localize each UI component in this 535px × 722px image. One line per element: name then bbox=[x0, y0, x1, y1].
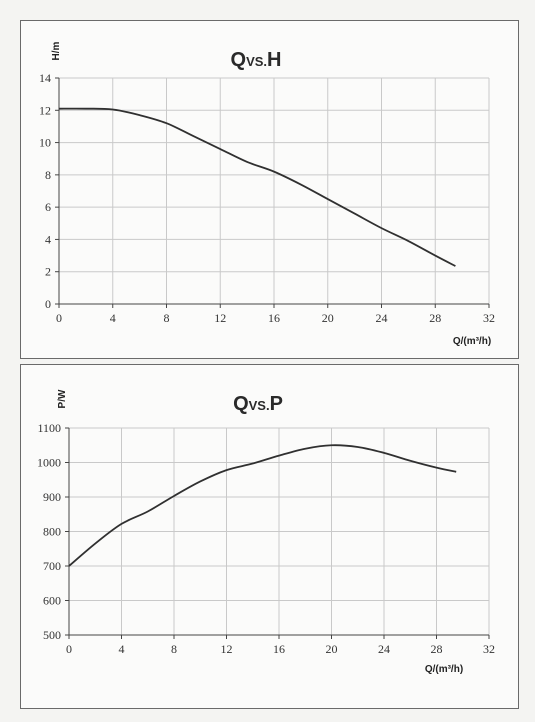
x-tick-label: 12 bbox=[214, 311, 226, 325]
chart-panel-q-vs-p: 500 600 700 800 900 1000 1100 0 4 8 12 16 20 24 28 32 QV… bbox=[20, 364, 519, 709]
y-tick-label: 0 bbox=[45, 297, 51, 311]
x-tick-label: 4 bbox=[119, 642, 125, 656]
y-tick-label: 6 bbox=[45, 200, 51, 214]
title-param: P bbox=[270, 393, 283, 415]
x-tick-label: 8 bbox=[164, 311, 170, 325]
x-tick-label: 16 bbox=[273, 642, 285, 656]
y-tick-label: 800 bbox=[43, 525, 61, 539]
y-axis-label: P/W bbox=[57, 389, 68, 408]
y-tick-label: 14 bbox=[39, 71, 51, 85]
x-axis-label: Q/(m³/h) bbox=[425, 664, 463, 675]
y-tick-label: 1100 bbox=[37, 421, 61, 435]
title-param: H bbox=[267, 49, 281, 71]
x-tick-label: 28 bbox=[431, 642, 443, 656]
chart-title: QVS.P bbox=[233, 393, 283, 415]
x-tick-label: 12 bbox=[221, 642, 233, 656]
gridlines bbox=[68, 427, 490, 636]
title-q: Q bbox=[231, 49, 247, 71]
y-tick-label: 600 bbox=[43, 594, 61, 608]
title-vs: VS. bbox=[249, 398, 270, 413]
x-tick-label: 16 bbox=[268, 311, 280, 325]
x-tick-label: 24 bbox=[376, 311, 388, 325]
chart-q-vs-p: 500 600 700 800 900 1000 1100 0 4 8 12 16 20 24 28 32 QV… bbox=[37, 389, 495, 675]
x-tick-label: 32 bbox=[483, 311, 495, 325]
y-tick-label: 500 bbox=[43, 628, 61, 642]
x-tick-label: 20 bbox=[326, 642, 338, 656]
y-tick-label: 2 bbox=[45, 265, 51, 279]
y-tick-label: 4 bbox=[45, 232, 51, 246]
chart-title: QVS.H bbox=[231, 49, 282, 71]
title-vs: VS. bbox=[246, 54, 267, 69]
y-axis-label: H/m bbox=[51, 41, 62, 60]
title-q: Q bbox=[233, 393, 249, 415]
y-tick-label: 12 bbox=[39, 103, 51, 117]
gridlines bbox=[58, 77, 490, 305]
y-tick-label: 1000 bbox=[37, 456, 61, 470]
x-tick-label: 8 bbox=[171, 642, 177, 656]
x-tick-label: 24 bbox=[378, 642, 390, 656]
x-tick-label: 0 bbox=[56, 311, 62, 325]
series-line bbox=[68, 444, 457, 567]
x-tick-label: 0 bbox=[66, 642, 72, 656]
y-tick-label: 900 bbox=[43, 490, 61, 504]
x-tick-label: 4 bbox=[110, 311, 116, 325]
x-tick-label: 32 bbox=[483, 642, 495, 656]
x-axis-label: Q/(m³/h) bbox=[453, 336, 491, 347]
y-tick-label: 10 bbox=[39, 136, 51, 150]
y-tick-label: 700 bbox=[43, 559, 61, 573]
series-line bbox=[58, 107, 456, 267]
y-tick-label: 8 bbox=[45, 168, 51, 182]
x-tick-label: 20 bbox=[322, 311, 334, 325]
chart-panel-q-vs-h: 0 2 4 6 8 10 12 14 0 4 8 12 16 20 24 28 32 QVS.H H/m Q/(m³/… bbox=[20, 20, 519, 359]
x-tick-label: 28 bbox=[429, 311, 441, 325]
